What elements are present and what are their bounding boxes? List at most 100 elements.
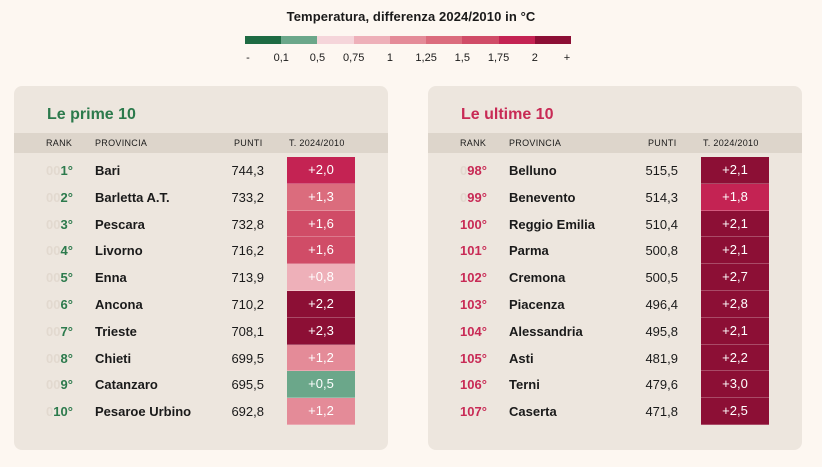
temp-cell: +2,3 bbox=[287, 317, 355, 345]
temp-cell: +1,2 bbox=[287, 398, 355, 425]
rank-cell: 106° bbox=[460, 377, 487, 392]
table-row: 101° Parma 500,8 +2,1 bbox=[428, 237, 802, 265]
provincia-cell: Pesaroe Urbino bbox=[95, 404, 192, 420]
punti-cell: 496,4 bbox=[645, 296, 678, 312]
color-scale-label: 1 bbox=[386, 52, 393, 64]
header-provincia: PROVINCIA bbox=[509, 138, 562, 148]
punti-cell: 713,9 bbox=[231, 270, 264, 286]
temp-cell: +3,0 bbox=[701, 371, 769, 399]
rank-cell: 007° bbox=[46, 324, 73, 339]
table-row: 009° Catanzaro 695,5 +0,5 bbox=[14, 371, 388, 399]
temp-cell: +2,5 bbox=[701, 398, 769, 425]
rank-cell: 098° bbox=[460, 163, 487, 178]
rank-cell: 003° bbox=[46, 217, 73, 232]
rank-padding: 00 bbox=[46, 377, 61, 393]
rank-padding: 00 bbox=[46, 323, 61, 339]
provincia-cell: Pescara bbox=[95, 216, 145, 232]
table-header: RANK PROVINCIA PUNTI T. 2024/2010 bbox=[428, 133, 802, 153]
provincia-cell: Barletta A.T. bbox=[95, 189, 170, 205]
color-scale-label: 1,75 bbox=[487, 52, 510, 64]
table-row: 002° Barletta A.T. 733,2 +1,3 bbox=[14, 183, 388, 211]
color-scale-segment bbox=[245, 36, 282, 44]
punti-cell: 710,2 bbox=[231, 296, 264, 312]
temp-cell: +2,1 bbox=[701, 157, 769, 184]
rank-number: 98° bbox=[467, 163, 487, 178]
table-row: 106° Terni 479,6 +3,0 bbox=[428, 371, 802, 399]
rank-cell: 104° bbox=[460, 324, 487, 339]
top-10-panel: Le prime 10 RANK PROVINCIA PUNTI T. 2024… bbox=[14, 86, 388, 450]
color-scale-labels: - 0,1 0,5 0,75 1 1,25 1,5 1,75 2 + bbox=[225, 52, 591, 66]
temp-cell: +2,2 bbox=[701, 344, 769, 372]
temp-cell: +1,6 bbox=[287, 210, 355, 238]
rank-padding: 0 bbox=[460, 163, 468, 178]
rank-padding: 00 bbox=[46, 243, 61, 259]
temp-cell: +2,1 bbox=[701, 210, 769, 238]
table-row: 103° Piacenza 496,4 +2,8 bbox=[428, 290, 802, 318]
punti-cell: 479,6 bbox=[645, 377, 678, 393]
rank-cell: 105° bbox=[460, 351, 487, 366]
header-punti: PUNTI bbox=[234, 138, 263, 148]
rank-cell: 004° bbox=[46, 243, 73, 258]
color-scale-segment bbox=[281, 36, 318, 44]
header-temp: T. 2024/2010 bbox=[703, 138, 759, 148]
table-row: 006° Ancona 710,2 +2,2 bbox=[14, 290, 388, 318]
punti-cell: 708,1 bbox=[231, 323, 264, 339]
provincia-cell: Terni bbox=[509, 377, 540, 393]
header-temp: T. 2024/2010 bbox=[289, 138, 345, 148]
bottom-10-rows: 098° Belluno 515,5 +2,1 099° Benevento 514,3 +1… bbox=[428, 157, 802, 425]
provincia-cell: Belluno bbox=[509, 163, 557, 178]
color-scale-label: 0,75 bbox=[342, 52, 365, 64]
rank-number: 10° bbox=[53, 404, 73, 420]
rank-cell: 008° bbox=[46, 351, 73, 366]
provincia-cell: Caserta bbox=[509, 404, 557, 420]
legend-title: Temperatura, differenza 2024/2010 in °C bbox=[286, 9, 536, 24]
provincia-cell: Bari bbox=[95, 163, 121, 178]
rank-cell: 010° bbox=[46, 404, 73, 419]
table-row: 005° Enna 713,9 +0,8 bbox=[14, 264, 388, 291]
header-punti: PUNTI bbox=[648, 138, 677, 148]
table-row: 105° Asti 481,9 +2,2 bbox=[428, 344, 802, 372]
rank-number: 6° bbox=[60, 296, 73, 312]
temp-cell: +0,5 bbox=[287, 371, 355, 399]
temp-cell: +1,3 bbox=[287, 183, 355, 211]
punti-cell: 699,5 bbox=[231, 350, 264, 366]
rank-cell: 009° bbox=[46, 377, 73, 392]
rank-number: 106° bbox=[460, 377, 487, 393]
temp-cell: +2,1 bbox=[701, 237, 769, 265]
provincia-cell: Piacenza bbox=[509, 296, 565, 312]
table-row: 107° Caserta 471,8 +2,5 bbox=[428, 398, 802, 425]
punti-cell: 733,2 bbox=[231, 189, 264, 205]
rank-cell: 002° bbox=[46, 190, 73, 205]
provincia-cell: Enna bbox=[95, 270, 127, 286]
color-scale-label: + bbox=[563, 52, 571, 64]
color-scale-segment bbox=[534, 36, 571, 44]
table-row: 099° Benevento 514,3 +1,8 bbox=[428, 183, 802, 211]
provincia-cell: Catanzaro bbox=[95, 377, 158, 393]
temp-cell: +1,6 bbox=[287, 237, 355, 265]
rank-number: 104° bbox=[460, 323, 487, 339]
punti-cell: 500,5 bbox=[645, 270, 678, 286]
header-rank: RANK bbox=[460, 138, 487, 148]
rank-padding: 00 bbox=[46, 270, 61, 286]
rank-number: 101° bbox=[460, 243, 487, 259]
color-scale-label: 0,1 bbox=[273, 52, 289, 64]
rank-number: 9° bbox=[60, 377, 73, 393]
rank-padding: 00 bbox=[46, 216, 61, 232]
punti-cell: 744,3 bbox=[231, 163, 264, 178]
color-scale-segment bbox=[389, 36, 427, 44]
punti-cell: 495,8 bbox=[645, 323, 678, 339]
temp-cell: +0,8 bbox=[287, 264, 355, 291]
temp-cell: +2,8 bbox=[701, 290, 769, 318]
rank-cell: 006° bbox=[46, 297, 73, 312]
rank-number: 1° bbox=[60, 163, 73, 178]
rank-cell: 100° bbox=[460, 217, 487, 232]
header-provincia: PROVINCIA bbox=[95, 138, 148, 148]
rank-number: 5° bbox=[60, 270, 73, 286]
punti-cell: 716,2 bbox=[231, 243, 264, 259]
color-scale-segment bbox=[498, 36, 535, 44]
rank-cell: 005° bbox=[46, 270, 73, 285]
table-row: 001° Bari 744,3 +2,0 bbox=[14, 157, 388, 184]
temp-cell: +2,1 bbox=[701, 317, 769, 345]
punti-cell: 481,9 bbox=[645, 350, 678, 366]
provincia-cell: Cremona bbox=[509, 270, 566, 286]
